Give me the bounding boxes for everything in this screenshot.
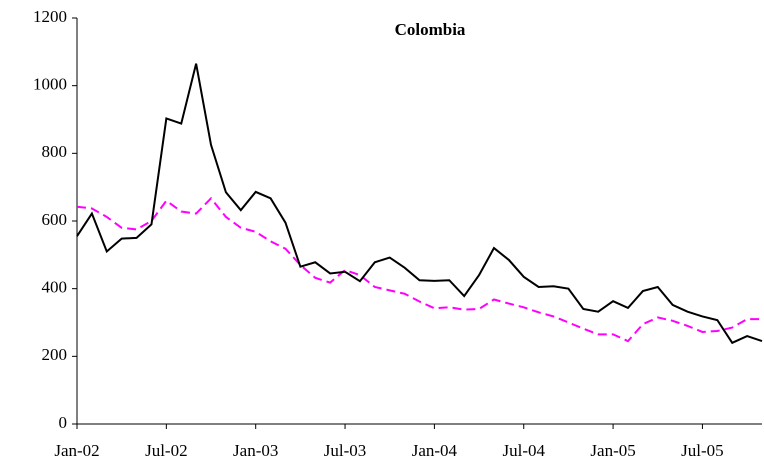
y-tick-label: 800: [42, 142, 68, 161]
series-line: [76, 196, 762, 343]
y-tick-label: 200: [42, 345, 68, 364]
y-tick-label: 1200: [33, 7, 67, 26]
chart-title: Colombia: [395, 20, 466, 39]
y-tick-label: 400: [42, 278, 68, 297]
x-tick-label: Jul-03: [324, 441, 367, 460]
x-tick-label: Jan-03: [233, 441, 278, 460]
x-tick-label: Jan-02: [54, 441, 99, 460]
x-tick-label: Jul-02: [145, 441, 188, 460]
x-tick-label: Jul-05: [681, 441, 724, 460]
y-tick-label: 1000: [33, 75, 67, 94]
series-line: [76, 63, 763, 345]
x-tick-label: Jan-04: [412, 441, 458, 460]
y-tick-label: 0: [59, 413, 68, 432]
x-tick-label: Jul-04: [502, 441, 545, 460]
y-tick-label: 600: [42, 210, 68, 229]
x-tick-label: Jan-05: [590, 441, 635, 460]
